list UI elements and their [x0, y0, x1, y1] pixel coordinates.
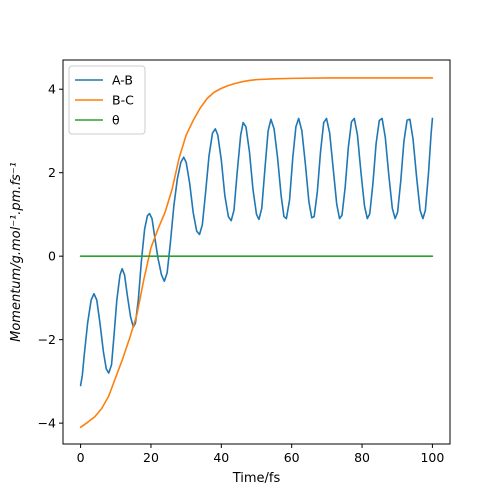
x-tick-label: 0: [77, 450, 85, 465]
y-tick-label: −2: [38, 332, 56, 347]
y-tick-label: 4: [48, 82, 56, 97]
legend-label-2: B-C: [112, 93, 134, 108]
y-axis-label: Momentum/g.mol⁻¹.pm.fs⁻¹: [9, 162, 24, 342]
series-line-2: [79, 77, 434, 429]
legend-label-1: A-B: [112, 73, 133, 88]
x-tick-label: 40: [213, 450, 229, 465]
legend-box: [68, 65, 146, 135]
axes-frame: [62, 59, 451, 445]
y-tick-label: 0: [48, 249, 56, 264]
x-tick-label: 100: [420, 450, 444, 465]
x-axis-label: Time/fs: [232, 471, 281, 486]
legend-label-3: θ: [112, 113, 120, 128]
x-tick-label: 20: [143, 450, 159, 465]
plot-area: [62, 59, 451, 445]
series-layer: [79, 77, 434, 429]
y-tick-label: −4: [38, 416, 56, 431]
x-tick-label: 60: [284, 450, 300, 465]
y-tick-label: 2: [48, 165, 56, 180]
x-tick-label: 80: [354, 450, 370, 465]
legend: A-B B-C θ: [68, 65, 146, 135]
x-axis: 0 20 40 60 80 100: [77, 444, 444, 465]
y-axis: −4 −2 0 2 4: [38, 82, 63, 431]
